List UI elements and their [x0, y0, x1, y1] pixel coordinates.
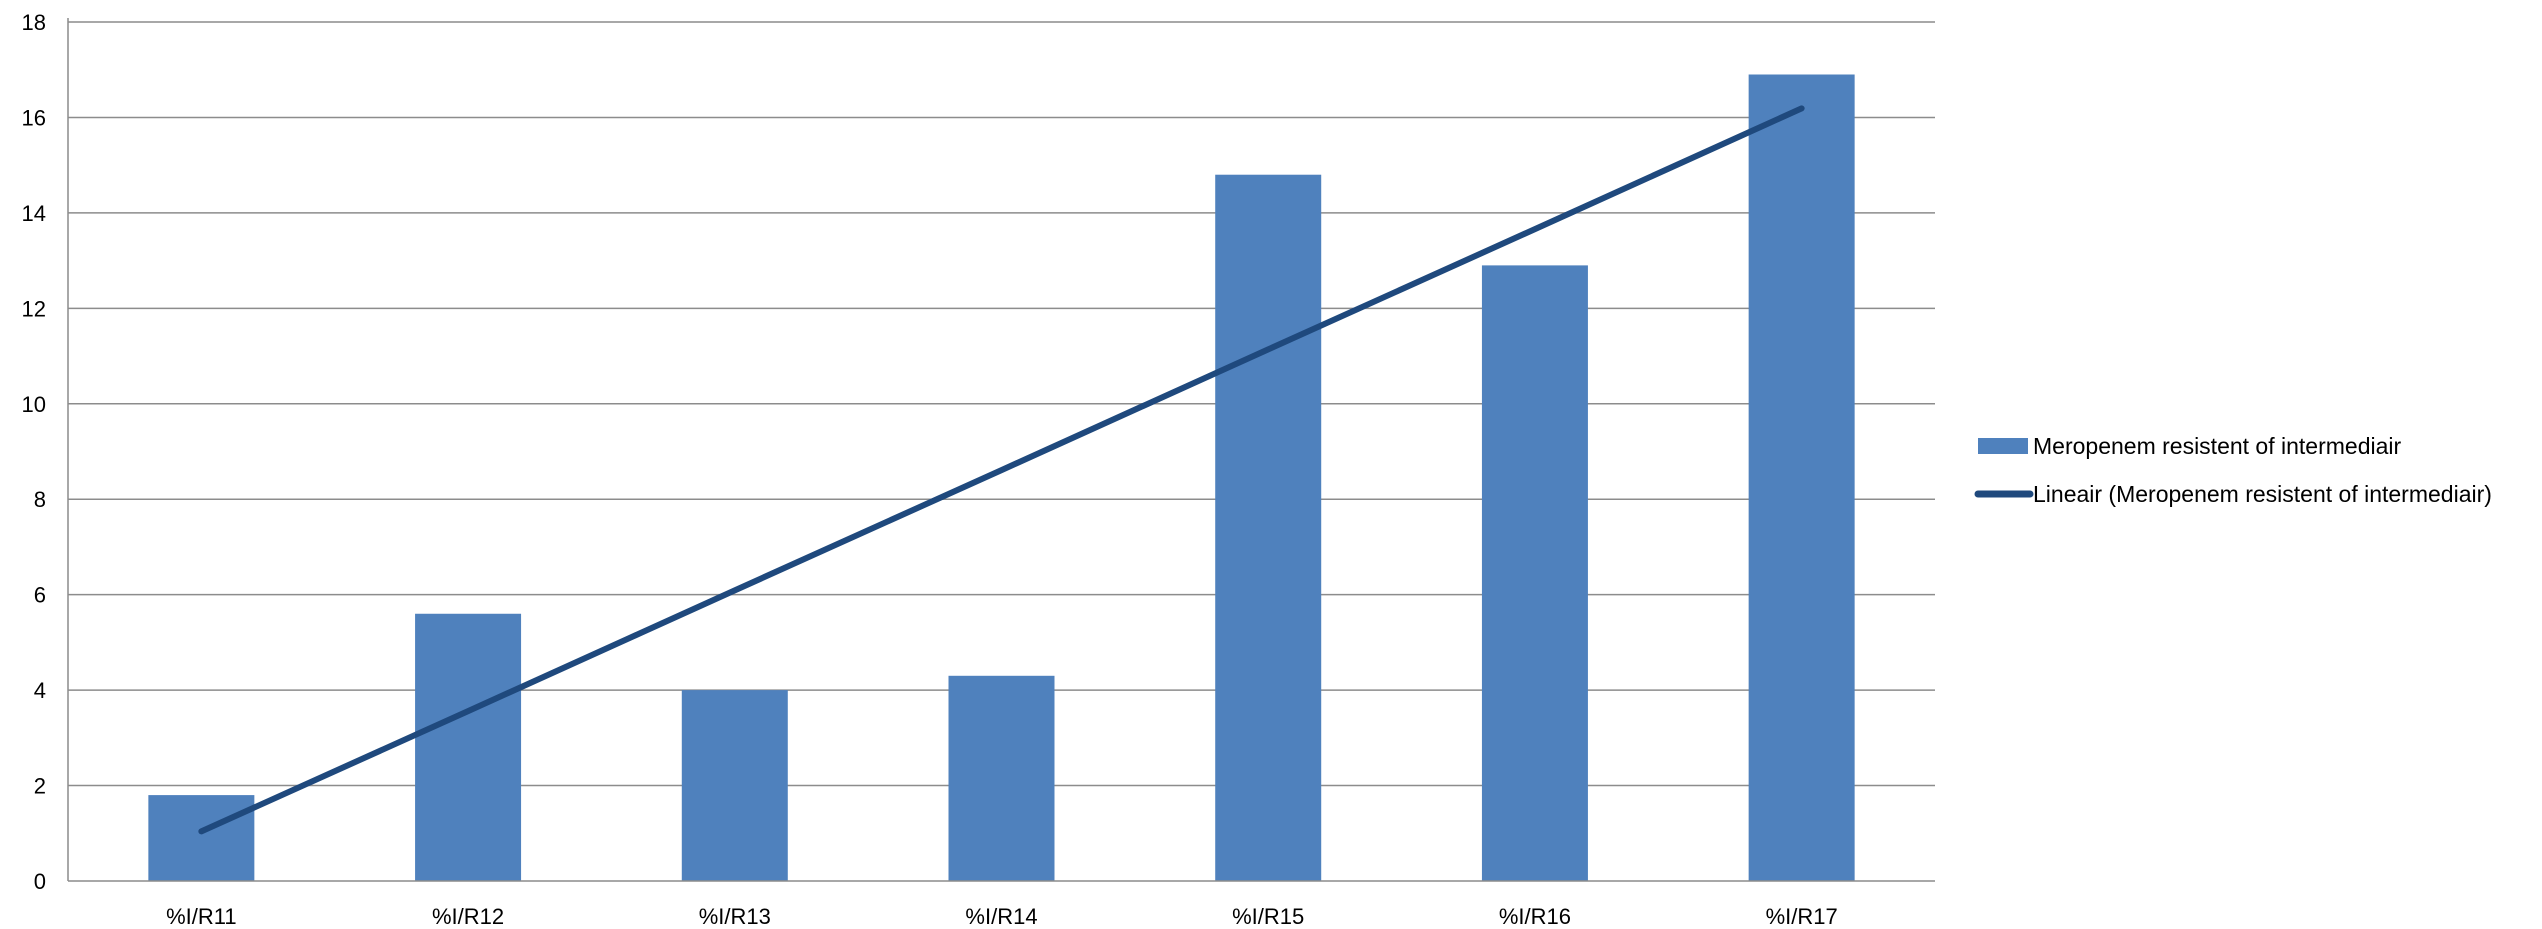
x-tick-label: %I/R14 [965, 904, 1037, 929]
bar [415, 613, 522, 881]
bar [681, 690, 788, 881]
trend-line [198, 105, 1805, 835]
y-tick-label: 8 [34, 487, 46, 512]
y-tick-label: 12 [22, 296, 46, 321]
y-tick-label: 2 [34, 774, 46, 799]
bar [148, 795, 255, 881]
tick-labels: 0 2 4 6 8 10 12 14 16 18 %I/R11 %I/R12 %I/R13 %I/R14%… [22, 10, 1838, 929]
y-tick-label: 10 [22, 392, 46, 417]
y-tick-label: 4 [34, 678, 46, 703]
y-tick-label: 16 [22, 105, 46, 130]
gridlines [68, 21, 1935, 787]
bar [1481, 265, 1588, 882]
legend-bar-swatch [1978, 438, 2028, 454]
axes [67, 18, 1935, 882]
legend-bar-label: Meropenem resistent of intermediair [2033, 433, 2401, 459]
legend-line-label: Lineair (Meropenem resistent of intermed… [2033, 481, 2492, 507]
x-tick-label: %I/R11 [166, 904, 237, 929]
x-tick-label: %I/R12 [432, 904, 504, 929]
y-tick-label: 18 [22, 10, 46, 35]
x-tick-label: %I/R15 [1232, 904, 1304, 929]
legend: Meropenem resistent of intermediair Line… [1974, 433, 2492, 507]
y-tick-label: 14 [22, 201, 46, 226]
y-tick-label: 6 [34, 583, 46, 608]
x-tick-label: %I/R13 [699, 904, 771, 929]
bar [1215, 174, 1322, 881]
x-tick-label: %I/R16 [1499, 904, 1571, 929]
bar [948, 675, 1055, 881]
y-tick-label: 0 [34, 869, 46, 894]
x-tick-label: %I/R17 [1766, 904, 1838, 929]
bar [1748, 74, 1855, 881]
bars [148, 74, 1855, 882]
trendline-layer [198, 105, 1805, 835]
